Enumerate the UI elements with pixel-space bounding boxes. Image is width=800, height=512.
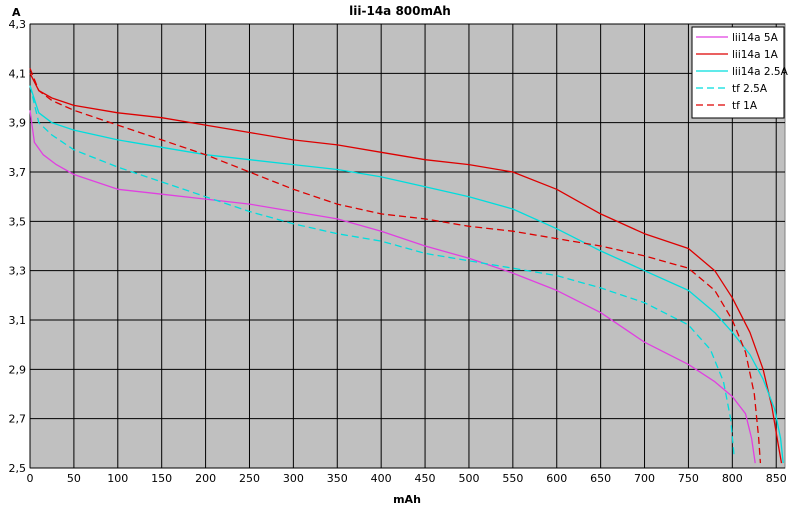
x-tick-label: 750 <box>678 472 699 485</box>
series-line-2 <box>29 73 783 464</box>
legend-box <box>691 26 785 119</box>
x-tick-label: 150 <box>151 472 172 485</box>
x-tick-label: 700 <box>634 472 655 485</box>
y-tick-label: 3,1 <box>9 314 27 327</box>
y-axis-label: A <box>12 6 21 19</box>
x-tick-label: 350 <box>327 472 348 485</box>
chart-title: lii-14a 800mAh <box>349 4 451 18</box>
x-tick-label: 100 <box>107 472 128 485</box>
series-lines <box>29 68 784 464</box>
x-tick-label: 600 <box>546 472 567 485</box>
x-tick-label: 450 <box>415 472 436 485</box>
tick-labels: 2,5 2,7 2,9 3,1 3,3 3,5 3,7 3,9 4,1 4,3 0 50 100 150 2… <box>9 18 787 485</box>
x-tick-label: 200 <box>195 472 216 485</box>
legend: lii14a 5A lii14a 1A lii14a 2.5A tf 2.5A tf 1… <box>691 26 789 119</box>
y-tick-label: 3,9 <box>9 117 27 130</box>
y-tick-label: 4,1 <box>9 67 27 80</box>
x-tick-label: 400 <box>371 472 392 485</box>
y-tick-label: 4,3 <box>9 18 27 31</box>
x-tick-label: 300 <box>283 472 304 485</box>
x-axis-label: mAh <box>393 493 421 506</box>
legend-label: lii14a 5A <box>732 32 779 44</box>
x-tick-label: 500 <box>458 472 479 485</box>
series-line-4 <box>29 85 735 456</box>
y-tick-label: 3,5 <box>9 215 27 228</box>
x-tick-label: 550 <box>502 472 523 485</box>
legend-label: lii14a 2.5A <box>732 66 789 78</box>
series-line-5 <box>29 68 762 464</box>
y-tick-label: 2,9 <box>9 363 27 376</box>
x-tick-label: 0 <box>27 472 34 485</box>
y-tick-label: 2,7 <box>9 413 27 426</box>
series-line-1 <box>29 110 756 464</box>
y-tick-label: 2,5 <box>9 462 27 475</box>
x-tick-label: 850 <box>766 472 787 485</box>
y-tick-label: 3,3 <box>9 265 27 278</box>
legend-label: tf 2.5A <box>732 83 768 95</box>
legend-label: lii14a 1A <box>732 49 779 61</box>
plot-area <box>29 23 786 469</box>
x-tick-label: 650 <box>590 472 611 485</box>
series-line-3 <box>29 85 784 464</box>
x-tick-label: 250 <box>239 472 260 485</box>
x-tick-label: 50 <box>67 472 81 485</box>
legend-label: tf 1A <box>732 100 758 112</box>
x-tick-label: 800 <box>722 472 743 485</box>
y-tick-label: 3,7 <box>9 166 27 179</box>
